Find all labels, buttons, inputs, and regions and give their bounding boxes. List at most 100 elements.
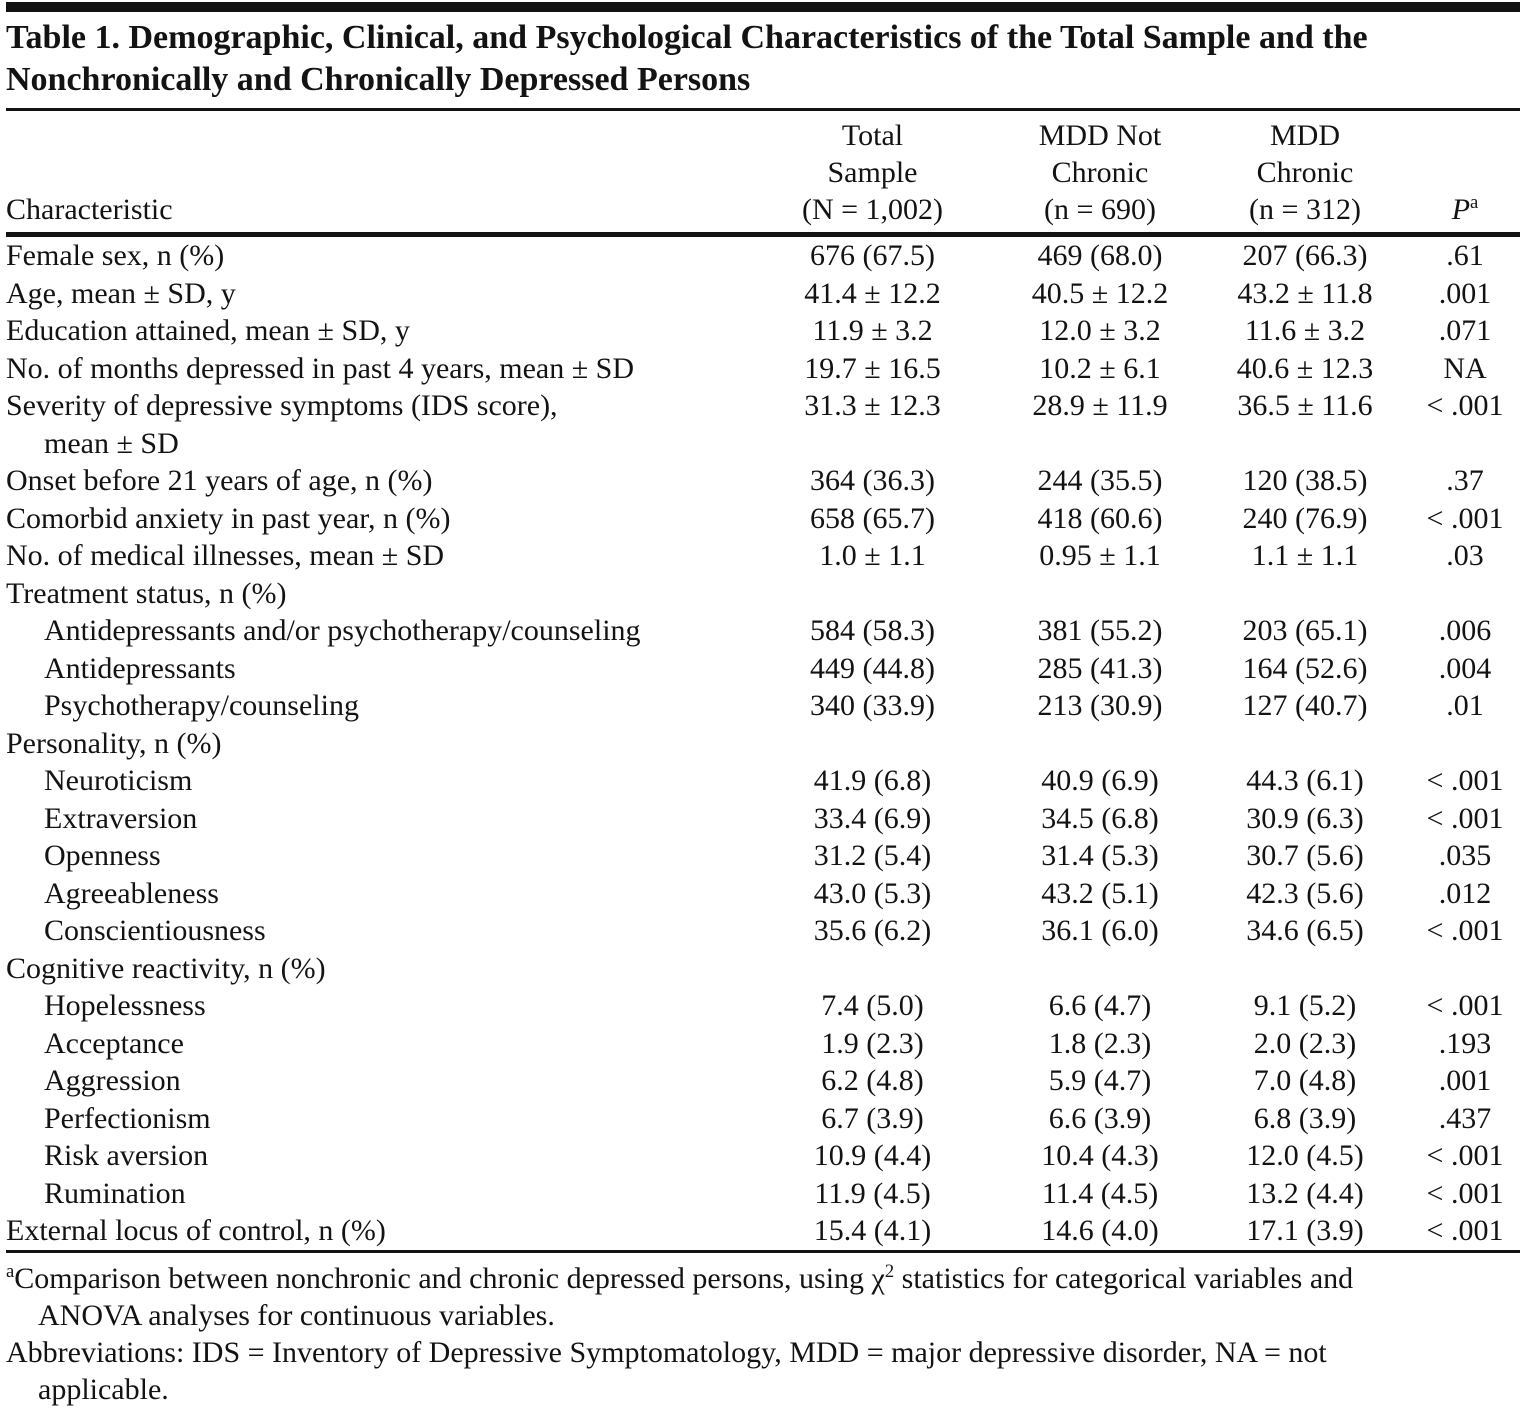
table-row: Perfectionism 6.7 (3.9) 6.6 (3.9) 6.8 (3… [6, 1100, 1520, 1138]
column-header-p-value: Pa [1410, 191, 1520, 228]
cell-mdd-not-chronic: 381 (55.2) [1037, 614, 1163, 647]
cell-total-sample: 10.9 (4.4) [813, 1139, 932, 1172]
cell-mdd-chronic [1200, 950, 1410, 988]
cell-mdd-not-chronic: 418 (60.6) [1037, 501, 1163, 535]
cell-mdd-not-chronic: 12.0 ± 3.2 [1039, 314, 1161, 347]
cell-mdd-not-chronic: 6.6 (3.9) [1048, 1101, 1152, 1135]
column-header-characteristic: Characteristic [6, 191, 745, 228]
cell-mdd-not-chronic: 469 (68.0) [1037, 239, 1163, 272]
table-row: Acceptance 1.9 (2.3) 1.8 (2.3) 2.0 (2.3)… [6, 1025, 1520, 1063]
row-label-line-1: No. of medical illnesses, mean ± SD [6, 539, 445, 572]
cell-total-sample [745, 575, 1000, 613]
row-label-line-1: Neuroticism [44, 764, 193, 797]
cell-mdd-chronic: 34.6 (6.5) [1246, 914, 1364, 947]
cell-total-sample: 11.9 (4.5) [814, 1176, 931, 1210]
cell-p-value: .437 [1438, 1101, 1492, 1135]
table-row: Aggression 6.2 (4.8) 5.9 (4.7) 7.0 (4.8)… [6, 1062, 1520, 1100]
cell-mdd-chronic: 44.3 (6.1) [1246, 764, 1364, 797]
cell-mdd-not-chronic: 213 (30.9) [1037, 689, 1163, 722]
row-label-line-1: Cognitive reactivity, n (%) [6, 951, 326, 985]
row-label-line-1: Rumination [44, 1176, 186, 1210]
table-row: Agreeableness 43.0 (5.3) 43.2 (5.1) 42.3… [6, 875, 1520, 913]
cell-total-sample: 7.4 (5.0) [821, 989, 924, 1022]
cell-p-value: .004 [1438, 651, 1492, 685]
cell-mdd-chronic: 7.0 (4.8) [1253, 1064, 1357, 1097]
table-row: No. of medical illnesses, mean ± SD 1.0 … [6, 537, 1520, 575]
footnote-a-text-post-chi: statistics for categorical variables and [894, 1261, 1354, 1295]
footnote-abbreviations-line-2: applicable. [38, 1372, 169, 1406]
cell-total-sample: 658 (65.7) [810, 501, 935, 535]
cell-mdd-chronic [1200, 725, 1410, 763]
row-label: Female sex, n (%) [6, 237, 745, 275]
row-label-line-1: Hopelessness [44, 989, 206, 1022]
cell-p-value: < .001 [1426, 389, 1504, 422]
total-header-line-3: (N = 1,002) [801, 193, 944, 226]
cell-mdd-chronic: 6.8 (3.9) [1253, 1101, 1357, 1135]
cell-total-sample: 41.4 ± 12.2 [804, 276, 941, 310]
table-row: Comorbid anxiety in past year, n (%) 658… [6, 500, 1520, 538]
row-label: Cognitive reactivity, n (%) [6, 950, 745, 988]
cell-mdd-chronic: 11.6 ± 3.2 [1244, 314, 1366, 347]
row-label: Extraversion [6, 800, 745, 838]
row-label-line-1: Perfectionism [44, 1101, 211, 1135]
row-label: Hopelessness [6, 987, 745, 1025]
cell-mdd-chronic: 36.5 ± 11.6 [1237, 389, 1373, 422]
row-label-line-1: Psychotherapy/counseling [44, 689, 359, 722]
cell-total-sample: 6.7 (3.9) [821, 1101, 924, 1135]
cell-p-value: < .001 [1426, 801, 1504, 835]
p-italic: P [1451, 193, 1471, 226]
cell-mdd-not-chronic: 40.9 (6.9) [1041, 764, 1159, 797]
cell-mdd-chronic: 42.3 (5.6) [1246, 876, 1364, 910]
row-label-line-2: mean ± SD [44, 426, 179, 460]
cell-p-value: NA [1443, 351, 1487, 385]
cell-mdd-chronic: 127 (40.7) [1242, 689, 1368, 722]
p-superscript-a: a [1470, 192, 1479, 213]
row-label: Antidepressants [6, 650, 745, 688]
footnote-a-line-1: aComparison between nonchronic and chron… [6, 1260, 1520, 1297]
chi-squared-superscript: 2 [884, 1260, 895, 1282]
cell-mdd-chronic: 30.7 (5.6) [1246, 839, 1364, 872]
table-title: Table 1. Demographic, Clinical, and Psyc… [6, 12, 1520, 108]
header-divider-rule [6, 232, 1520, 237]
nonchronic-header-line-2: Chronic [1051, 156, 1149, 189]
cell-total-sample: 33.4 (6.9) [813, 801, 932, 835]
cell-mdd-not-chronic [1000, 950, 1200, 988]
chronic-header-line-3: (n = 312) [1249, 193, 1361, 226]
cell-p-value: .006 [1438, 614, 1492, 647]
cell-mdd-not-chronic: 6.6 (4.7) [1048, 989, 1152, 1022]
footnote-abbreviations-line-1: Abbreviations: IDS = Inventory of Depres… [6, 1335, 1327, 1369]
cell-mdd-chronic: 13.2 (4.4) [1246, 1176, 1364, 1210]
row-label: Severity of depressive symptoms (IDS sco… [6, 387, 745, 462]
cell-mdd-not-chronic: 14.6 (4.0) [1041, 1214, 1159, 1247]
cell-p-value: .193 [1438, 1026, 1492, 1060]
table-header-row: Characteristic Total Sample (N = 1,002) … [6, 111, 1520, 232]
row-label: Aggression [6, 1062, 745, 1100]
cell-mdd-not-chronic: 11.4 (4.5) [1041, 1176, 1159, 1210]
row-label: Agreeableness [6, 875, 745, 913]
cell-mdd-not-chronic: 28.9 ± 11.9 [1032, 389, 1168, 422]
row-label-line-1: No. of months depressed in past 4 years,… [6, 351, 635, 385]
cell-p-value: < .001 [1426, 1214, 1504, 1247]
cell-p-value [1410, 725, 1520, 763]
column-header-total-sample: Total Sample (N = 1,002) [745, 117, 1000, 228]
row-label: Education attained, mean ± SD, y [6, 312, 745, 350]
cell-total-sample: 364 (36.3) [810, 464, 935, 497]
row-label-line-1: Treatment status, n (%) [6, 576, 287, 610]
chronic-header-line-2: Chronic [1256, 156, 1354, 189]
cell-p-value: .37 [1446, 464, 1484, 497]
cell-total-sample: 6.2 (4.8) [821, 1064, 924, 1097]
total-header-line-2: Sample [827, 156, 918, 189]
cell-total-sample: 31.3 ± 12.3 [804, 389, 941, 422]
cell-p-value: .001 [1438, 1064, 1492, 1097]
cell-mdd-not-chronic: 10.2 ± 6.1 [1039, 351, 1161, 385]
table-row: Cognitive reactivity, n (%) [6, 950, 1520, 988]
cell-mdd-chronic: 40.6 ± 12.3 [1236, 351, 1374, 385]
cell-p-value: .035 [1438, 839, 1492, 872]
table-title-line-1: Table 1. Demographic, Clinical, and Psyc… [6, 19, 1368, 56]
cell-total-sample: 41.9 (6.8) [813, 764, 932, 797]
row-label: Neuroticism [6, 762, 745, 800]
row-label: Perfectionism [6, 1100, 745, 1138]
table-row: Onset before 21 years of age, n (%) 364 … [6, 462, 1520, 500]
table-row: Hopelessness 7.4 (5.0) 6.6 (4.7) 9.1 (5.… [6, 987, 1520, 1025]
row-label-line-1: Female sex, n (%) [6, 239, 225, 272]
